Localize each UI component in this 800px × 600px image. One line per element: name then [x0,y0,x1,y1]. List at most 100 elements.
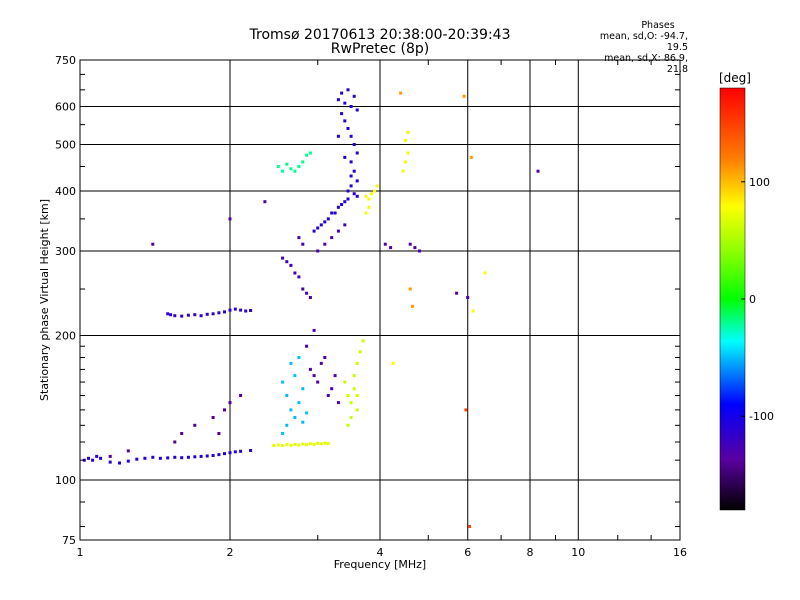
data-point [305,411,309,415]
y-tick-label: 200 [55,330,76,343]
data-point [349,416,353,419]
data-point [217,453,221,457]
data-point [293,374,297,378]
phase-stats-heading: Phases [641,20,675,31]
data-point [293,271,297,275]
data-point [355,361,359,365]
data-point [391,361,395,365]
data-point [166,312,170,316]
x-tick-label: 8 [527,546,534,559]
data-point [330,387,334,391]
data-point [199,314,203,318]
data-point [91,458,95,462]
data-point [413,246,417,250]
chart-subtitle: RwPretec (8p) [330,41,430,57]
data-point [343,380,347,384]
data-point [319,223,323,227]
data-point [289,408,293,412]
x-tick-label: 10 [571,546,585,559]
data-point [411,304,415,308]
y-tick-label: 300 [55,245,76,258]
data-point [199,454,203,458]
data-point [281,169,285,173]
data-point [364,194,368,198]
data-point [330,236,334,240]
data-point [343,101,347,105]
data-point [143,456,147,460]
data-point [239,308,243,312]
data-point [285,443,289,447]
data-point [316,226,320,230]
data-point [326,394,330,397]
data-point [233,307,237,311]
plot-frame [79,59,681,541]
data-point [108,460,112,464]
data-point [343,200,347,204]
data-point [285,423,289,427]
data-point [285,162,289,166]
data-point [408,242,412,246]
x-tick-label: 6 [464,546,471,559]
data-point [151,242,155,246]
data-point [404,160,407,164]
data-point [305,291,309,295]
x-axis-label: Frequency [MHz] [334,558,426,571]
data-point [406,130,410,134]
data-point [281,256,285,260]
data-point [349,160,353,164]
data-point [301,160,305,164]
data-point [193,313,197,317]
y-axis-label: Stationary phase Virtual Height [km] [38,199,51,401]
data-point [305,344,309,348]
data-point [297,401,301,405]
data-point [312,229,316,233]
data-point [483,271,487,275]
data-point [239,449,243,453]
data-point [349,174,353,178]
data-point [180,432,184,435]
data-point [346,394,350,397]
data-point [536,169,540,173]
colorbar-tick-label: 0 [749,293,756,306]
data-point [211,416,215,419]
data-point [297,443,301,447]
data-point [173,455,177,459]
data-point [352,192,356,196]
data-point [211,454,215,457]
data-point [333,374,337,378]
data-point [383,242,387,246]
data-point [301,442,305,446]
data-point [346,189,350,193]
data-point [336,229,340,233]
data-point [293,169,297,173]
data-point [118,461,121,465]
data-point [289,263,293,267]
data-point [158,456,162,460]
data-point [326,442,330,446]
data-point [323,242,327,246]
data-point [364,211,368,215]
data-point [308,442,312,446]
data-point [455,291,459,295]
data-point [367,205,371,209]
data-point [336,134,340,138]
data-point [464,408,468,412]
data-point [211,312,215,316]
data-point [186,455,190,459]
data-point [355,394,359,397]
data-point [343,223,347,227]
colorbar-label: [deg] [719,71,751,85]
phase-stats-o: mean, sd,O: -94.7, 19.5 [599,31,688,53]
data-point [193,455,197,459]
data-point [180,456,184,460]
data-point [285,394,289,397]
y-tick-label: 500 [55,139,76,152]
data-point [404,138,407,142]
data-point [349,401,353,405]
data-point [330,211,334,215]
data-point [135,457,139,461]
data-point [126,449,130,453]
data-point [308,151,312,155]
data-point [108,454,112,458]
x-tick-label: 2 [227,546,234,559]
